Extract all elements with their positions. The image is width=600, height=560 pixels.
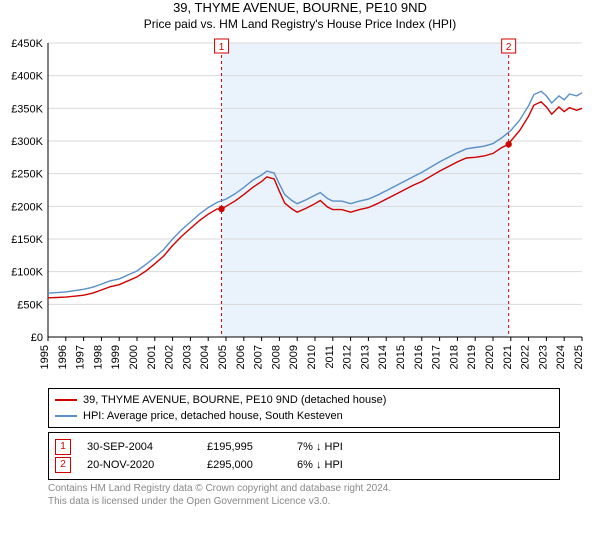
marker-row: 2 20-NOV-2020£295,0006% ↓ HPI [55,457,553,473]
svg-text:2017: 2017 [431,345,443,369]
marker-delta: 7% ↓ HPI [297,441,377,453]
marker-date: 30-SEP-2004 [87,441,207,453]
svg-text:2015: 2015 [395,345,407,369]
legend-row: 39, THYME AVENUE, BOURNE, PE10 9ND (deta… [55,392,553,408]
svg-text:2019: 2019 [466,345,478,369]
svg-text:1: 1 [219,42,225,53]
marker-date: 20-NOV-2020 [87,459,207,471]
svg-text:£200K: £200K [11,201,43,213]
svg-text:£0: £0 [31,332,43,344]
svg-text:2001: 2001 [146,345,158,369]
line-chart: £0 £50K £100K £150K £200K £250K £300K £350K £400… [0,37,600,377]
svg-text:1995: 1995 [39,345,51,369]
chart-area: £0 £50K £100K £150K £200K £250K £300K £350K £400… [0,37,600,382]
svg-text:2: 2 [506,42,512,53]
svg-text:£50K: £50K [17,299,43,311]
svg-text:2013: 2013 [359,345,371,369]
marker-delta: 6% ↓ HPI [297,459,377,471]
marker-badge: 1 [55,439,71,455]
svg-text:2008: 2008 [270,345,282,369]
svg-text:2010: 2010 [306,345,318,369]
svg-text:£300K: £300K [11,136,43,148]
marker-badge: 2 [55,457,71,473]
marker-price: £295,000 [207,459,297,471]
legend: 39, THYME AVENUE, BOURNE, PE10 9ND (deta… [48,388,560,428]
legend-label: HPI: Average price, detached house, Sout… [83,408,343,424]
svg-text:£100K: £100K [11,267,43,279]
footer-line-1: Contains HM Land Registry data © Crown c… [48,482,560,495]
marker-table: 1 30-SEP-2004£195,9957% ↓ HPI 2 20-NOV-2020… [48,432,560,480]
legend-swatch [55,399,77,401]
svg-text:2002: 2002 [164,345,176,369]
svg-text:2012: 2012 [342,345,354,369]
svg-text:£250K: £250K [11,169,43,181]
chart-subtitle: Price paid vs. HM Land Registry's House … [0,17,600,31]
footer: Contains HM Land Registry data © Crown c… [48,482,560,508]
footer-line-2: This data is licensed under the Open Gov… [48,495,560,508]
svg-text:2014: 2014 [377,345,389,369]
svg-text:2018: 2018 [448,345,460,369]
svg-text:2022: 2022 [520,345,532,369]
legend-row: HPI: Average price, detached house, Sout… [55,408,553,424]
svg-text:2016: 2016 [413,345,425,369]
svg-text:1999: 1999 [110,345,122,369]
marker-price: £195,995 [207,441,297,453]
svg-text:1997: 1997 [75,345,87,369]
legend-label: 39, THYME AVENUE, BOURNE, PE10 9ND (deta… [83,392,386,408]
svg-text:£350K: £350K [11,103,43,115]
svg-text:2007: 2007 [253,345,265,369]
svg-text:2009: 2009 [288,345,300,369]
svg-text:2003: 2003 [181,345,193,369]
svg-text:2020: 2020 [484,345,496,369]
marker-row: 1 30-SEP-2004£195,9957% ↓ HPI [55,439,553,455]
svg-text:1996: 1996 [57,345,69,369]
svg-text:2023: 2023 [537,345,549,369]
svg-text:2024: 2024 [555,345,567,369]
svg-text:£150K: £150K [11,234,43,246]
svg-text:2000: 2000 [128,345,140,369]
svg-text:2021: 2021 [502,345,514,369]
svg-text:2025: 2025 [573,345,585,369]
svg-text:2011: 2011 [324,345,336,369]
svg-text:£450K: £450K [11,38,43,50]
svg-text:2004: 2004 [199,345,211,369]
chart-title: 39, THYME AVENUE, BOURNE, PE10 9ND [0,0,600,15]
svg-text:2006: 2006 [235,345,247,369]
legend-swatch [55,415,77,417]
svg-text:1998: 1998 [92,345,104,369]
svg-text:2005: 2005 [217,345,229,369]
chart-container: 39, THYME AVENUE, BOURNE, PE10 9ND Price… [0,0,600,560]
svg-text:£400K: £400K [11,71,43,83]
